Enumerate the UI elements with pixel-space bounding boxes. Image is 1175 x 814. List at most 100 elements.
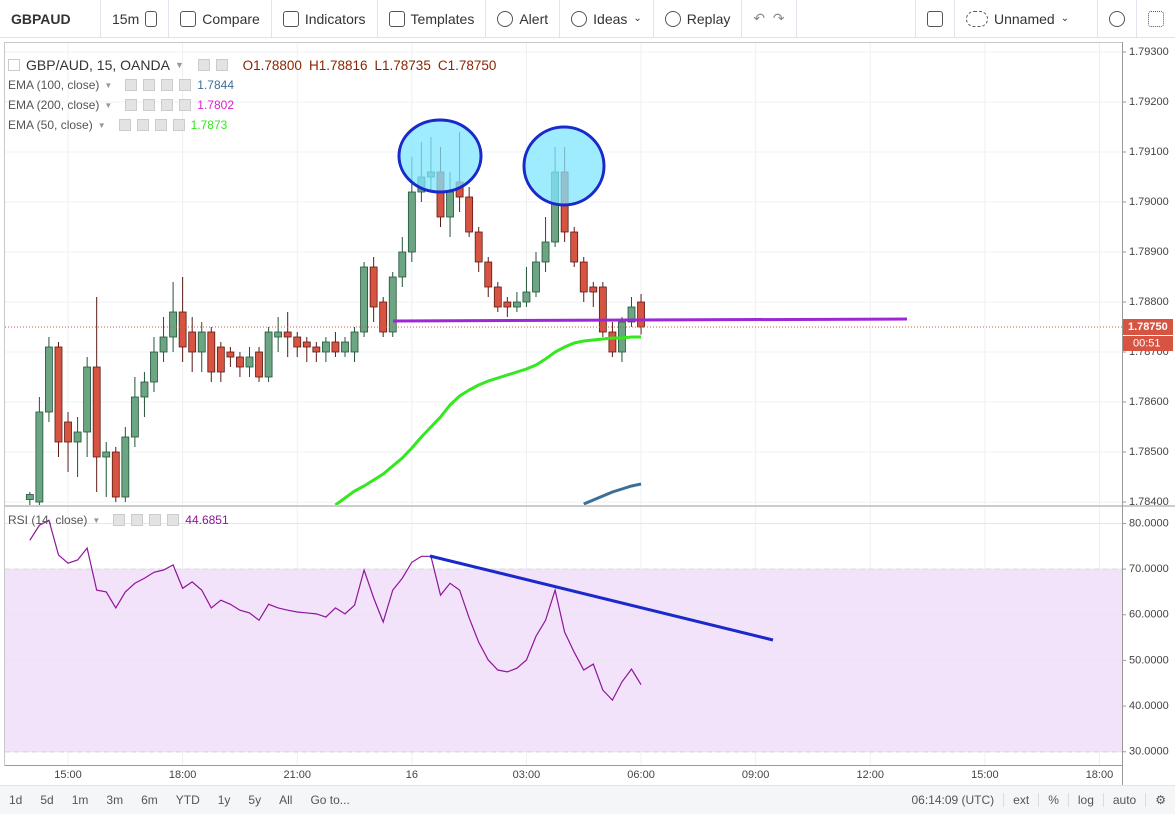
button-text: Ideas [593, 10, 628, 27]
legend-button[interactable] [125, 79, 138, 91]
candle-body [188, 331, 197, 353]
range-button[interactable]: All [279, 793, 293, 807]
axes: 15:00 18:00 21:00 16 03:00 06:00 09:00 12:00 15:… [54, 46, 1173, 781]
dropdown[interactable]: ▼ [92, 515, 101, 525]
ideas[interactable]: Ideas ⌄ [560, 0, 654, 38]
icon [1109, 10, 1125, 27]
ohlc-value: C1.78750 [437, 57, 497, 73]
candle-body [92, 366, 101, 458]
range-button[interactable]: YTD [175, 793, 200, 807]
legend-button[interactable] [143, 99, 156, 111]
settings[interactable] [1098, 0, 1137, 38]
candle-body [178, 311, 187, 348]
legend-button[interactable] [172, 119, 185, 131]
legend-button[interactable] [161, 79, 174, 91]
icon [571, 10, 588, 27]
dropdown[interactable]: ▼ [104, 100, 113, 110]
ohlc-value: O1.78800 [242, 57, 302, 73]
settings-gear[interactable]: ⚙ [1145, 793, 1175, 807]
candle-body [512, 301, 521, 308]
legend-button[interactable] [167, 514, 180, 526]
layout[interactable]: Unnamed ⌄ [955, 0, 1098, 38]
rsi-line [29, 519, 642, 702]
scale-option[interactable]: % [1038, 793, 1068, 807]
legend-button[interactable] [143, 79, 156, 91]
candle-body [637, 301, 645, 328]
candle-body [312, 346, 321, 353]
candle-body [45, 346, 53, 413]
candle-body [207, 331, 216, 373]
ema-line [583, 482, 642, 505]
candle-body [369, 266, 378, 308]
candle-body [331, 341, 340, 353]
candle-body [264, 331, 273, 378]
scale-option[interactable]: ext [1003, 793, 1038, 807]
button-text: Templates [410, 10, 475, 27]
trend-line-drawing[interactable] [429, 554, 774, 642]
legend-value: 1.7873 [190, 118, 228, 132]
range-button[interactable]: 1d [9, 793, 23, 807]
candle-body [25, 494, 34, 500]
range-button[interactable]: 5y [248, 793, 262, 807]
interval[interactable]: 15m [101, 0, 170, 38]
x-tick-label: 12:00 [856, 769, 884, 781]
legend-button[interactable] [179, 79, 192, 91]
candle-body [83, 366, 92, 433]
legend-button[interactable] [154, 119, 167, 131]
fullscreen-box[interactable] [915, 0, 955, 38]
fullscreen[interactable] [1137, 0, 1175, 38]
candle-body [474, 231, 483, 263]
countdown: 00:51 [1133, 337, 1161, 349]
scale-option[interactable]: auto [1102, 793, 1145, 807]
legend-button[interactable] [179, 99, 192, 111]
legend-button[interactable] [125, 99, 138, 111]
dropdown[interactable]: ▼ [104, 80, 113, 90]
legend-button[interactable] [118, 119, 131, 131]
legend-button[interactable] [136, 119, 149, 131]
range-button[interactable]: 1m [71, 793, 89, 807]
range-button[interactable]: 1y [217, 793, 231, 807]
legend-button[interactable] [131, 514, 144, 526]
goto-button[interactable]: Go to... [310, 793, 350, 807]
symbol-text: GBPAUD [11, 10, 71, 27]
compare[interactable]: Compare [169, 0, 272, 38]
candle-body [341, 341, 349, 353]
dropdown[interactable]: ▼ [97, 120, 106, 130]
icon [497, 10, 514, 27]
legend-button[interactable] [149, 514, 162, 526]
clock: 06:14:09 (UTC) [911, 793, 995, 807]
icon [664, 10, 681, 27]
ohlc-value: H1.78816 [308, 57, 368, 73]
scale-option[interactable]: log [1067, 793, 1103, 807]
symbol[interactable]: GBPAUD [0, 0, 101, 38]
y-tick-label: 1.79000 [1129, 196, 1169, 208]
ellipse-drawing[interactable] [397, 118, 483, 194]
templates[interactable]: Templates [378, 0, 487, 38]
legend-button[interactable] [113, 514, 126, 526]
candle-body [407, 191, 416, 253]
button-text: Alert [519, 10, 549, 27]
legend-value: 1.7844 [197, 78, 234, 92]
alert[interactable]: Alert [486, 0, 561, 38]
replay[interactable]: Replay [654, 0, 743, 38]
undo-redo[interactable]: ↶ ↷ [742, 0, 797, 38]
y-tick-label: 80.0000 [1129, 517, 1169, 529]
candle-body [627, 306, 636, 323]
candle-body [159, 336, 168, 353]
legend-name: RSI (14, close) [8, 513, 88, 527]
ellipse-drawing[interactable] [522, 125, 606, 207]
range-button[interactable]: 6m [141, 793, 158, 807]
x-tick-label: 18:00 [1086, 769, 1114, 781]
range-button[interactable]: 5d [40, 793, 54, 807]
last-price-box [1123, 319, 1173, 335]
x-tick-label: 21:00 [283, 769, 311, 781]
interval-text: 15m [112, 10, 140, 27]
candle-icon[interactable] [145, 10, 158, 27]
legend-button[interactable] [161, 99, 174, 111]
neckline-drawing[interactable] [392, 317, 908, 323]
icon [180, 10, 197, 27]
range-button[interactable]: 3m [106, 793, 124, 807]
indicators[interactable]: Indicators [272, 0, 378, 38]
y-tick-label: 1.78400 [1129, 496, 1169, 508]
